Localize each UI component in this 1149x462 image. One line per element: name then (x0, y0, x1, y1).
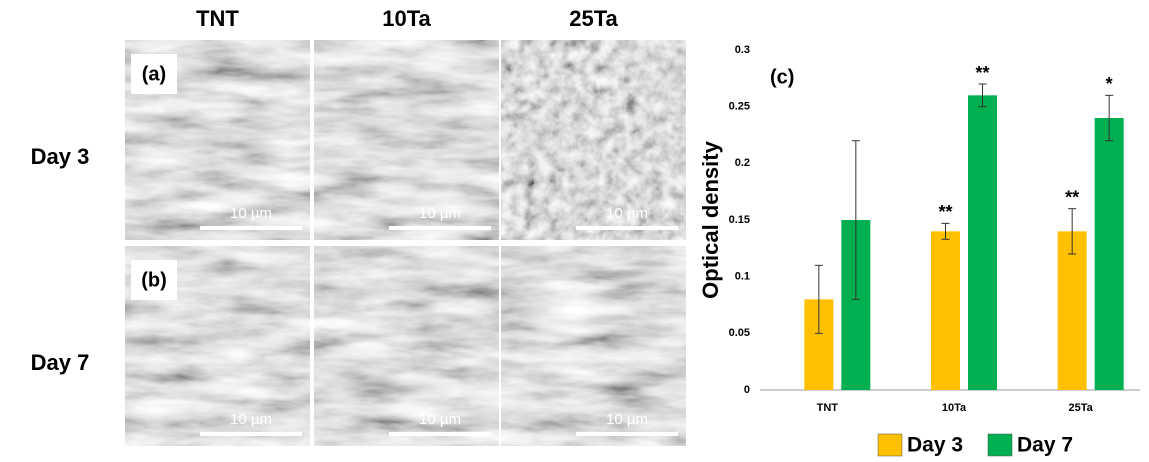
panel-label: (b) (141, 269, 167, 291)
x-tick-label: 10Ta (942, 402, 967, 414)
scale-bar-label: 10 µm (419, 205, 461, 222)
column-header: 10Ta (382, 6, 431, 31)
column-header: TNT (196, 6, 239, 31)
scale-bar-label: 10 µm (230, 205, 272, 222)
x-tick-label: 25Ta (1069, 402, 1094, 414)
figure: TNT 10Ta 25Ta Day 3 Day 7 10 µm 10 µm 10 µm 10 µ… (0, 0, 1149, 462)
scale-bar-label: 10 µm (606, 205, 648, 222)
y-tick-label: 0.15 (729, 214, 750, 226)
y-tick-label: 0 (744, 384, 750, 396)
scale-bar-label: 10 µm (230, 411, 272, 428)
y-tick-label: 0.2 (735, 157, 750, 169)
y-tick-label: 0.25 (729, 101, 750, 113)
sem-image (314, 40, 499, 240)
x-tick-label: TNT (817, 402, 839, 414)
bar (968, 95, 997, 390)
bar (1095, 118, 1124, 390)
significance: * (1106, 74, 1113, 94)
y-tick-label: 0.1 (735, 271, 750, 283)
significance: ** (1065, 187, 1079, 207)
significance: ** (975, 63, 989, 83)
sem-images: TNT 10Ta 25Ta Day 3 Day 7 10 µm 10 µm 10 µm 10 µ… (31, 6, 686, 446)
legend-swatch (878, 434, 902, 456)
legend-swatch (988, 434, 1012, 456)
legend-label: Day 7 (1017, 434, 1073, 457)
significance: ** (938, 202, 952, 222)
panel-label: (c) (770, 66, 794, 88)
row-label: Day 3 (31, 144, 90, 169)
y-tick-label: 0.05 (729, 327, 750, 339)
panel-label: (a) (142, 63, 166, 85)
bar (1058, 231, 1087, 390)
chart: (c) Optical density 0 0.05 0.1 0.15 0.2 0.25 0… (698, 44, 1140, 457)
row-label: Day 7 (31, 350, 90, 375)
sem-image (501, 246, 686, 446)
y-tick-label: 0.3 (735, 44, 750, 56)
scale-bar-label: 10 µm (606, 411, 648, 428)
legend-label: Day 3 (907, 434, 963, 457)
bar (931, 231, 960, 390)
column-header: 25Ta (569, 6, 618, 31)
sem-image (501, 40, 686, 240)
sem-image (314, 246, 499, 446)
y-axis-label: Optical density (698, 140, 723, 298)
scale-bar-label: 10 µm (419, 411, 461, 428)
